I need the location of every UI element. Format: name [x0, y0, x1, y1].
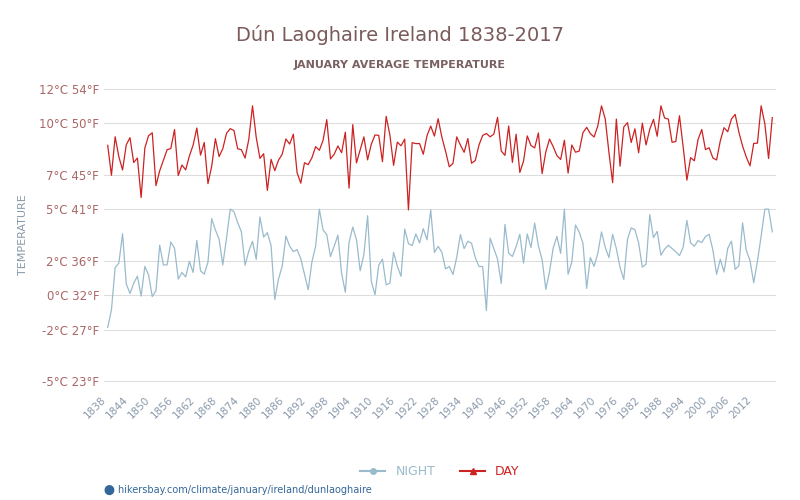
- Y-axis label: TEMPERATURE: TEMPERATURE: [18, 194, 28, 276]
- Text: Dún Laoghaire Ireland 1838-2017: Dún Laoghaire Ireland 1838-2017: [236, 25, 564, 45]
- Text: JANUARY AVERAGE TEMPERATURE: JANUARY AVERAGE TEMPERATURE: [294, 60, 506, 70]
- Text: ⬤ hikersbay.com/climate/january/ireland/dunlaoghaire: ⬤ hikersbay.com/climate/january/ireland/…: [104, 485, 372, 495]
- Legend: NIGHT, DAY: NIGHT, DAY: [355, 460, 525, 483]
